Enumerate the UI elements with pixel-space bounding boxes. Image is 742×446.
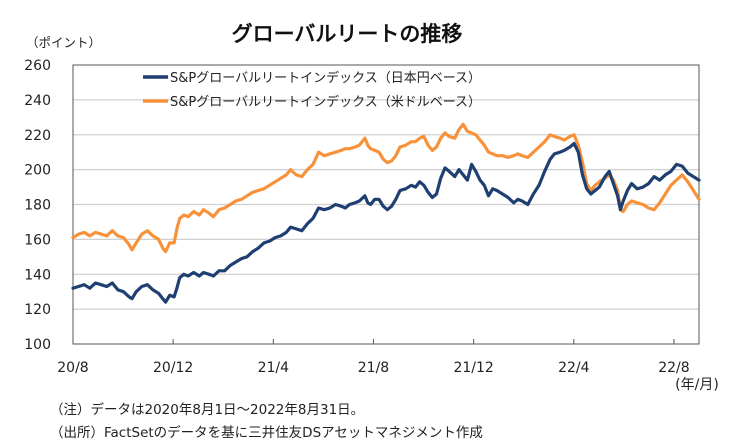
y-tick-label: 140 <box>24 267 51 283</box>
x-tick-label: 21/8 <box>358 360 389 376</box>
x-tick-label: 21/4 <box>258 360 290 376</box>
legend-label-usd: S&Pグローバルリートインデックス（米ドルベース） <box>170 94 481 110</box>
x-tick-label: 21/12 <box>453 360 493 376</box>
y-axis-ticks: 100 120 140 160 180 200 220 240 260 <box>24 58 51 353</box>
x-tick-label: 20/12 <box>153 360 193 376</box>
legend: S&Pグローバルリートインデックス（日本円ベース） S&Pグローバルリートインデ… <box>143 70 481 110</box>
x-axis-unit-label: (年/月) <box>675 377 719 393</box>
chart-title: グローバルリートの推移 <box>232 22 463 46</box>
y-tick-label: 180 <box>24 198 51 214</box>
x-tick-label: 20/8 <box>57 360 88 376</box>
footnote-note: （注）データは2020年8月1日～2022年8月31日。 <box>50 402 365 418</box>
gridlines <box>73 99 699 310</box>
series-line-usd <box>71 122 701 254</box>
y-tick-label: 260 <box>24 58 51 74</box>
y-tick-label: 240 <box>24 93 51 109</box>
y-tick-label: 100 <box>24 337 51 353</box>
series-line-jpy <box>71 141 701 304</box>
y-tick-label: 220 <box>24 128 51 144</box>
x-axis-ticks: 20/8 20/12 21/4 21/8 21/12 22/4 22/8 <box>57 339 690 376</box>
x-tick-label: 22/4 <box>558 360 590 376</box>
x-tick-label: 22/8 <box>658 360 689 376</box>
plot-area-frame <box>72 64 700 345</box>
y-axis-unit-label: （ポイント） <box>26 35 101 50</box>
series-lines <box>71 122 701 304</box>
legend-label-jpy: S&Pグローバルリートインデックス（日本円ベース） <box>170 70 481 86</box>
footnote-source: （出所）FactSetのデータを基に三井住友DSアセットマネジメント作成 <box>50 425 483 441</box>
y-tick-label: 200 <box>24 163 51 179</box>
y-tick-label: 120 <box>24 302 51 318</box>
y-tick-label: 160 <box>24 232 51 248</box>
